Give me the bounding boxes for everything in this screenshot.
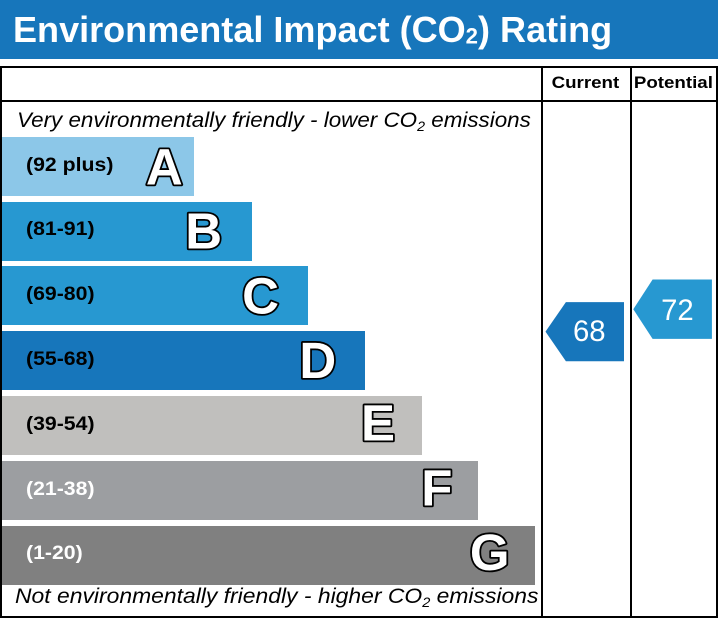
svg-text:G: G: [470, 524, 510, 581]
svg-text:D: D: [299, 332, 336, 389]
svg-text:E: E: [361, 395, 395, 452]
svg-text:F: F: [421, 460, 452, 517]
svg-text:68: 68: [573, 315, 606, 348]
svg-text:B: B: [185, 202, 222, 259]
svg-text:A: A: [146, 138, 183, 195]
svg-text:C: C: [242, 268, 279, 325]
svg-text:72: 72: [661, 294, 694, 327]
